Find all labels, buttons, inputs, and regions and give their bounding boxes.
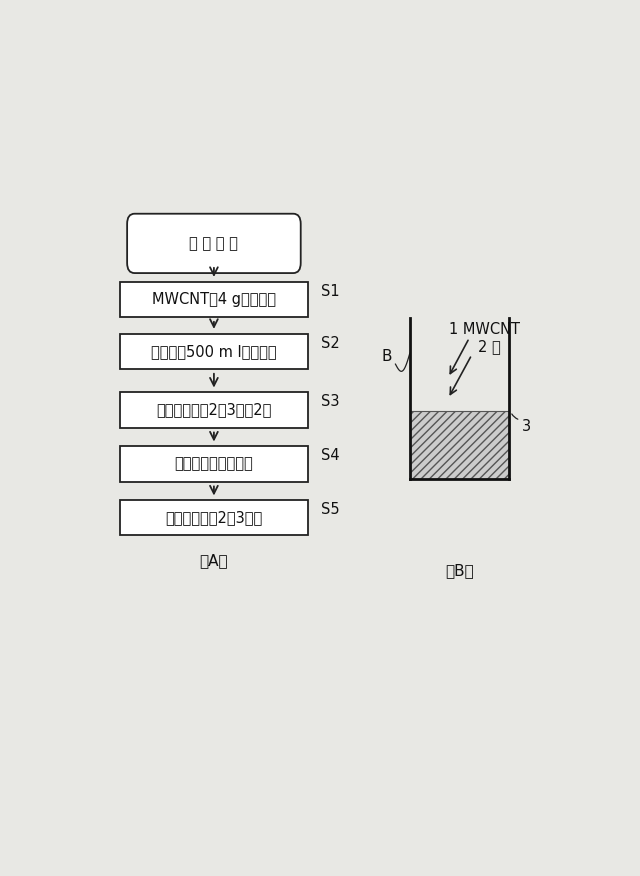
FancyBboxPatch shape xyxy=(120,282,308,317)
Text: S1: S1 xyxy=(321,284,339,299)
Text: （A）: （A） xyxy=(200,553,228,568)
Text: 1 MWCNT: 1 MWCNT xyxy=(449,321,520,336)
Text: 3: 3 xyxy=(522,420,531,434)
Text: （B）: （B） xyxy=(445,563,474,578)
Text: S4: S4 xyxy=(321,449,339,463)
Text: 蒸留水　500 m l　を添加: 蒸留水 500 m l を添加 xyxy=(151,343,276,359)
FancyBboxPatch shape xyxy=(127,214,301,273)
Text: B: B xyxy=(381,349,392,364)
FancyBboxPatch shape xyxy=(120,392,308,427)
Text: S5: S5 xyxy=(321,503,339,518)
Text: 超音波撹拌（2～3分）: 超音波撹拌（2～3分） xyxy=(165,511,262,526)
FancyBboxPatch shape xyxy=(120,500,308,535)
Text: ス タ ー ト: ス タ ー ト xyxy=(189,236,238,251)
Text: 2 水: 2 水 xyxy=(478,339,500,354)
Text: S3: S3 xyxy=(321,394,339,409)
Text: 蓋をして振り混ぜる: 蓋をして振り混ぜる xyxy=(175,456,253,471)
Text: 超音波撹拌（2～3分）2回: 超音波撹拌（2～3分）2回 xyxy=(156,402,271,418)
Text: S2: S2 xyxy=(321,336,339,350)
FancyBboxPatch shape xyxy=(120,447,308,482)
Text: MWCNT　4 g　を投入: MWCNT 4 g を投入 xyxy=(152,292,276,307)
FancyBboxPatch shape xyxy=(120,334,308,369)
Bar xyxy=(410,412,509,479)
